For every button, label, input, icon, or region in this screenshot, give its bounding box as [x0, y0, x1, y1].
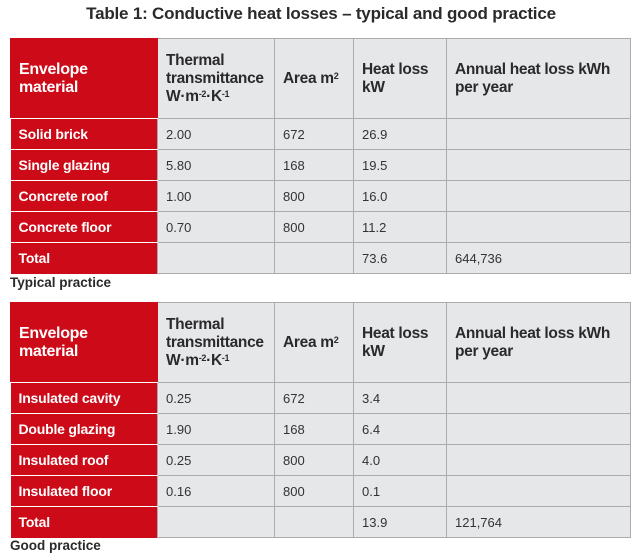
header-area-label: Area m: [283, 333, 334, 351]
row-material: Single glazing: [10, 149, 158, 181]
header-row: Envelope material Thermal transmittance …: [10, 38, 631, 119]
row-area: [274, 242, 354, 274]
row-material: Double glazing: [10, 413, 158, 445]
header-thermal-transmittance: Thermal transmittance W·m-2·K-1: [157, 38, 275, 119]
row-material: Solid brick: [10, 118, 158, 150]
header-transmittance-exp1: -2: [198, 88, 207, 99]
row-annual: [446, 149, 631, 181]
header-transmittance-label: Thermal transmittance: [166, 315, 264, 351]
row-heat-loss: 16.0: [353, 180, 447, 212]
row-transmittance: 5.80: [157, 149, 275, 181]
header-transmittance-exp2: -1: [221, 88, 230, 99]
total-row: Total 13.9 121,764: [10, 506, 631, 538]
header-transmittance-unit2: ·K: [206, 87, 222, 105]
header-transmittance-unit: W·m: [166, 87, 199, 105]
row-area: 800: [274, 444, 354, 476]
header-annual-heat-loss: Annual heat loss kWh per year: [446, 38, 631, 119]
header-transmittance-label: Thermal transmittance: [166, 51, 264, 87]
row-annual: [446, 118, 631, 150]
row-area: [274, 506, 354, 538]
good-practice-table: Envelope material Thermal transmittance …: [10, 302, 631, 538]
row-transmittance: 1.90: [157, 413, 275, 445]
header-annual-heat-loss: Annual heat loss kWh per year: [446, 302, 631, 383]
row-transmittance: 0.25: [157, 444, 275, 476]
header-heat-loss: Heat loss kW: [353, 302, 447, 383]
row-transmittance: 2.00: [157, 118, 275, 150]
row-heat-loss: 3.4: [353, 382, 447, 414]
header-area: Area m2: [274, 302, 354, 383]
row-transmittance: 0.16: [157, 475, 275, 507]
typical-practice-table: Envelope material Thermal transmittance …: [10, 38, 631, 274]
header-envelope-material: Envelope material: [10, 38, 158, 119]
row-transmittance: 1.00: [157, 180, 275, 212]
row-heat-loss: 11.2: [353, 211, 447, 243]
header-heat-loss: Heat loss kW: [353, 38, 447, 119]
table-row: Insulated cavity 0.25 672 3.4: [10, 382, 631, 414]
row-area: 672: [274, 382, 354, 414]
header-area-exp: 2: [333, 70, 339, 81]
row-annual: [446, 382, 631, 414]
row-material: Concrete roof: [10, 180, 158, 212]
table-row: Concrete roof 1.00 800 16.0: [10, 180, 631, 212]
row-material: Total: [10, 506, 158, 538]
header-transmittance-exp2: -1: [221, 352, 230, 363]
header-thermal-transmittance: Thermal transmittance W·m-2·K-1: [157, 302, 275, 383]
header-area-label: Area m: [283, 69, 334, 87]
row-heat-loss: 6.4: [353, 413, 447, 445]
table-row: Concrete floor 0.70 800 11.2: [10, 211, 631, 243]
typical-practice-caption: Typical practice: [10, 275, 112, 290]
table-row: Solid brick 2.00 672 26.9: [10, 118, 631, 150]
row-heat-loss: 73.6: [353, 242, 447, 274]
row-heat-loss: 4.0: [353, 444, 447, 476]
row-transmittance: [157, 506, 275, 538]
header-transmittance-unit: W·m: [166, 351, 199, 369]
row-area: 672: [274, 118, 354, 150]
row-transmittance: 0.70: [157, 211, 275, 243]
table-row: Insulated roof 0.25 800 4.0: [10, 444, 631, 476]
header-row: Envelope material Thermal transmittance …: [10, 302, 631, 383]
row-annual: [446, 475, 631, 507]
row-heat-loss: 26.9: [353, 118, 447, 150]
row-annual: [446, 180, 631, 212]
row-heat-loss: 19.5: [353, 149, 447, 181]
row-area: 800: [274, 180, 354, 212]
table-title: Table 1: Conductive heat losses – typica…: [86, 4, 556, 23]
row-annual: [446, 444, 631, 476]
row-annual: [446, 413, 631, 445]
row-annual: 121,764: [446, 506, 631, 538]
row-annual: [446, 211, 631, 243]
row-area: 800: [274, 475, 354, 507]
row-material: Total: [10, 242, 158, 274]
row-transmittance: [157, 242, 275, 274]
row-area: 168: [274, 149, 354, 181]
row-material: Insulated roof: [10, 444, 158, 476]
header-transmittance-exp1: -2: [198, 352, 207, 363]
header-envelope-material: Envelope material: [10, 302, 158, 383]
row-material: Insulated cavity: [10, 382, 158, 414]
table-row: Double glazing 1.90 168 6.4: [10, 413, 631, 445]
row-heat-loss: 13.9: [353, 506, 447, 538]
row-heat-loss: 0.1: [353, 475, 447, 507]
row-material: Insulated floor: [10, 475, 158, 507]
row-transmittance: 0.25: [157, 382, 275, 414]
total-row: Total 73.6 644,736: [10, 242, 631, 274]
header-transmittance-unit2: ·K: [206, 351, 222, 369]
good-practice-caption: Good practice: [10, 538, 101, 553]
header-area: Area m2: [274, 38, 354, 119]
table-row: Insulated floor 0.16 800 0.1: [10, 475, 631, 507]
row-material: Concrete floor: [10, 211, 158, 243]
header-area-exp: 2: [333, 334, 339, 345]
row-annual: 644,736: [446, 242, 631, 274]
row-area: 168: [274, 413, 354, 445]
table-row: Single glazing 5.80 168 19.5: [10, 149, 631, 181]
row-area: 800: [274, 211, 354, 243]
